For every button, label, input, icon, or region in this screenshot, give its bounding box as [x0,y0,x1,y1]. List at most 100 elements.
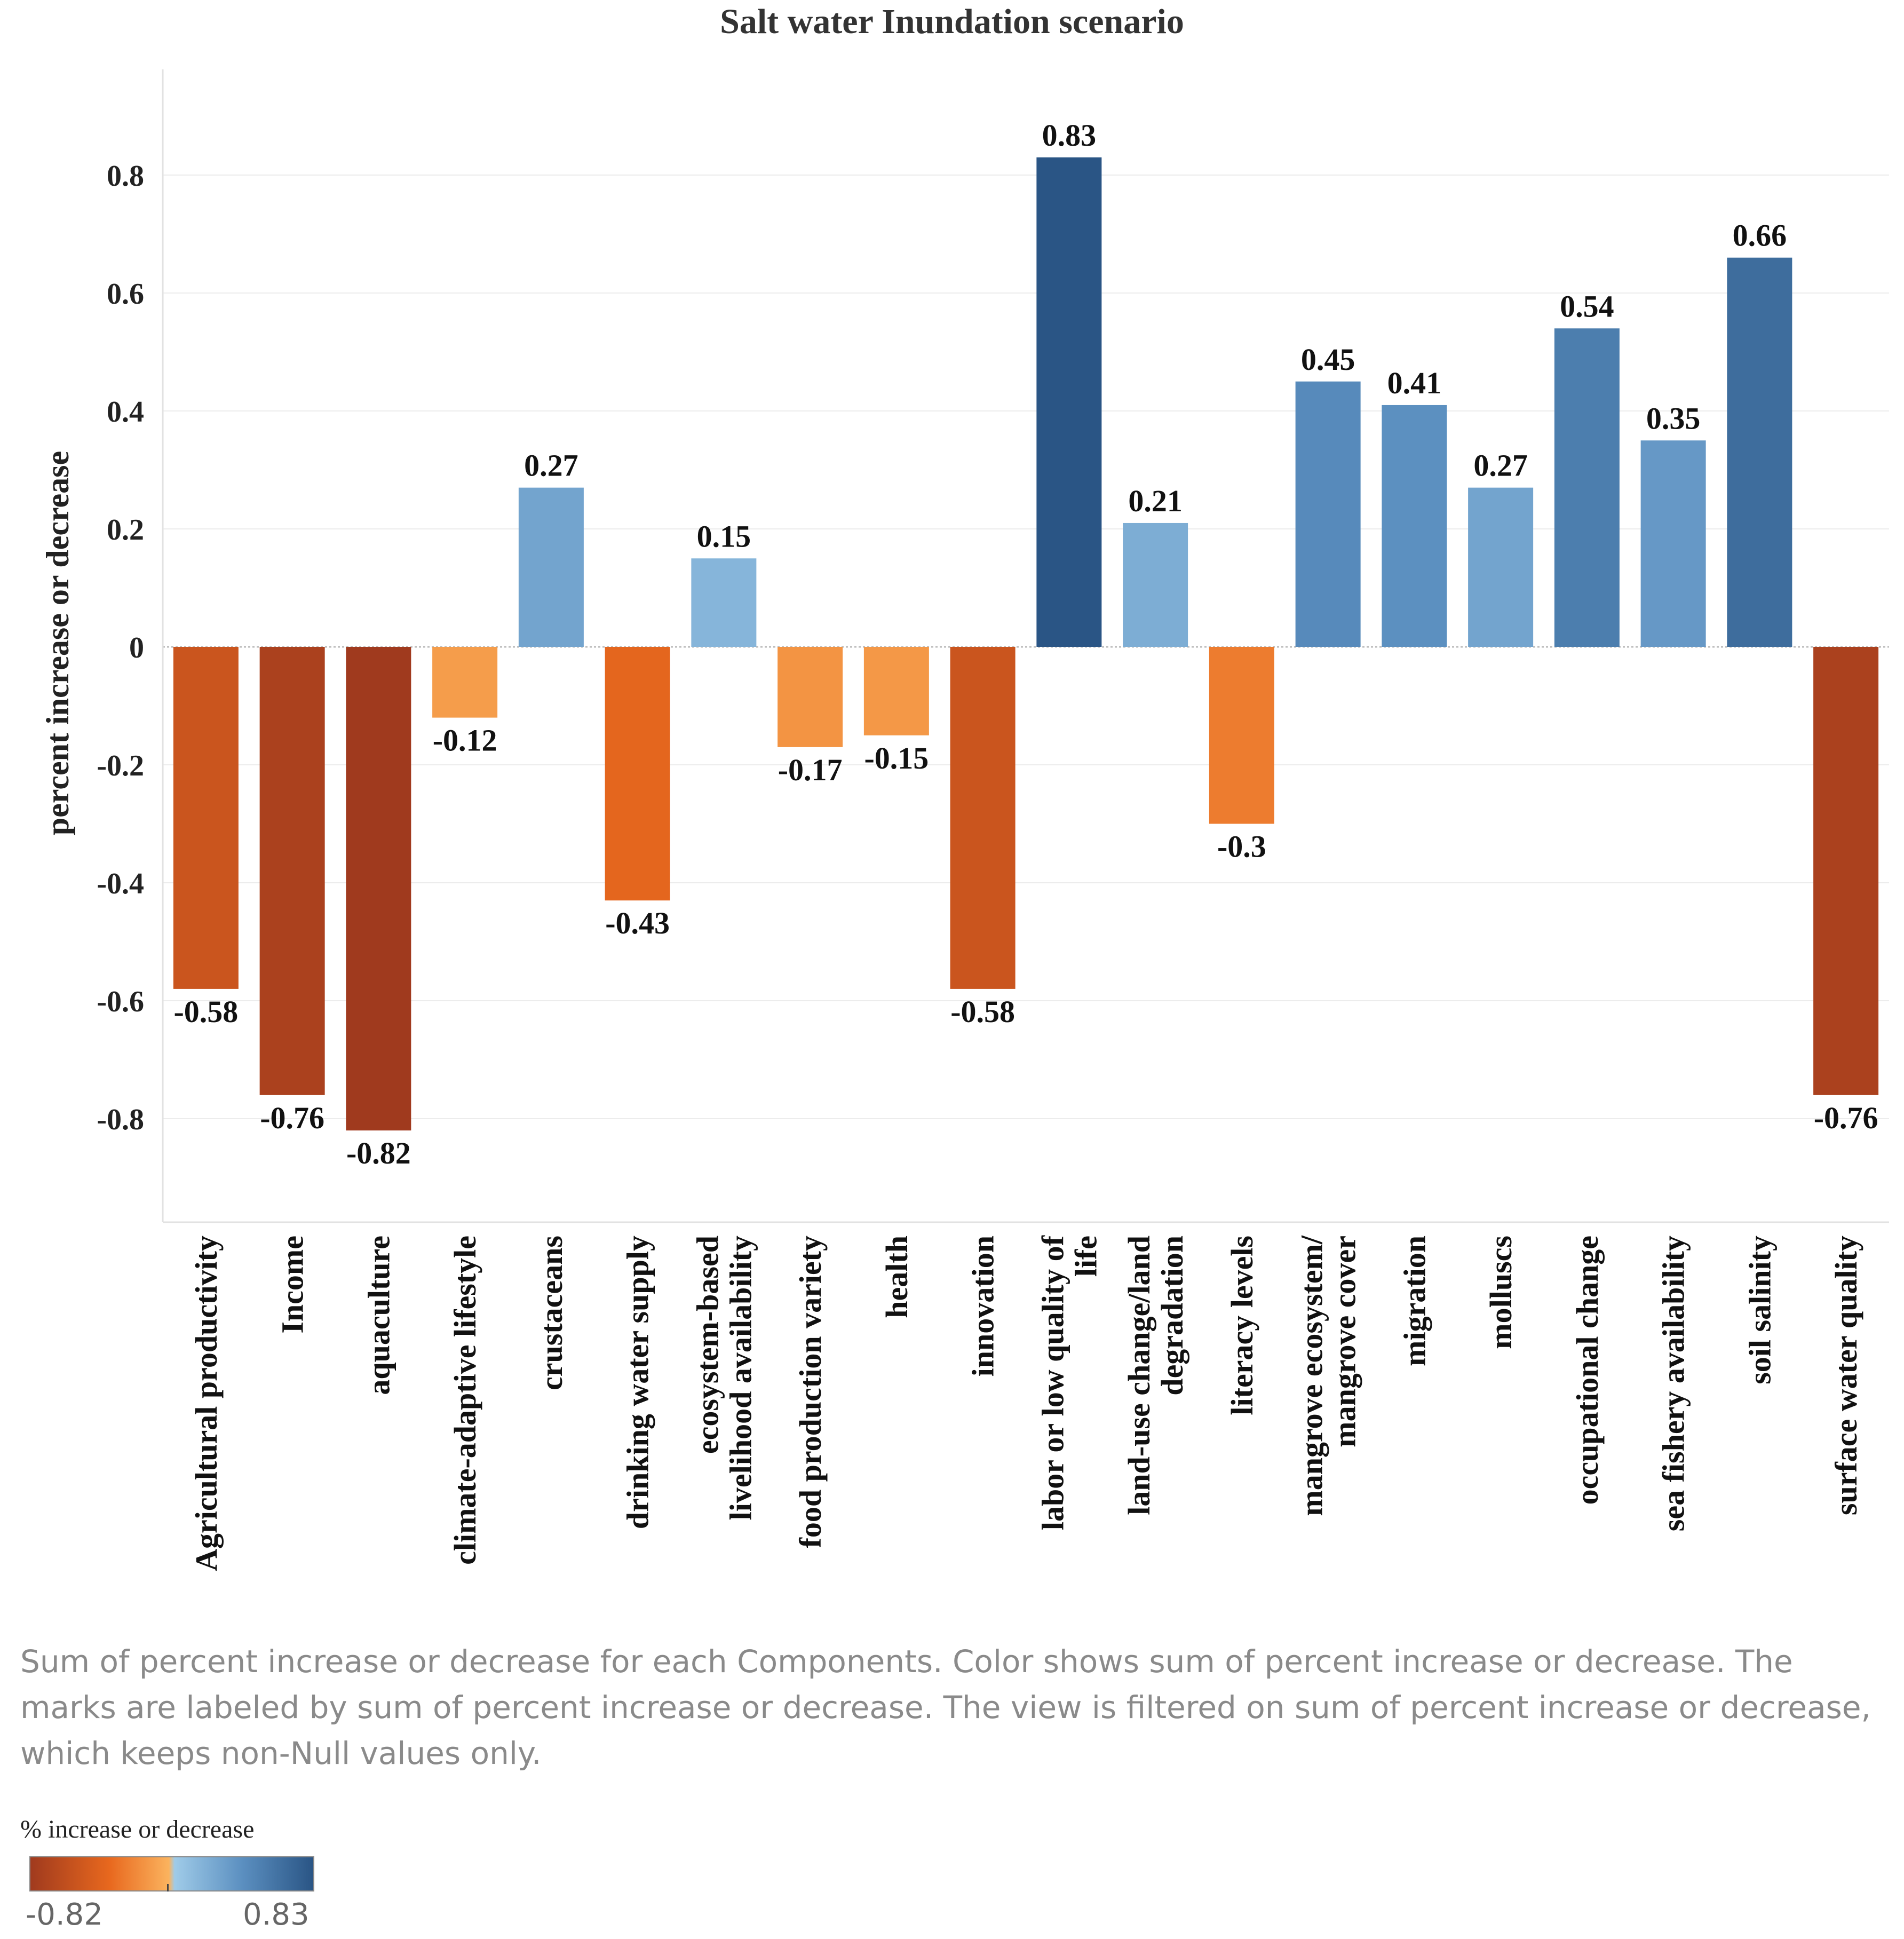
data-label: -0.43 [605,906,670,940]
data-label: -0.15 [864,741,929,775]
bar [1382,405,1447,647]
data-label: -0.17 [778,753,843,787]
legend-title: % increase or decrease [20,1815,255,1843]
legend-max-label: 0.83 [243,1897,310,1932]
category-label: occupational change [1570,1236,1605,1505]
bars [173,157,1879,1131]
data-label: -0.76 [1814,1101,1878,1135]
bar [518,487,584,647]
category-label: sea fishery availability [1656,1236,1691,1531]
category-label-line: migration [1397,1236,1432,1366]
bar [1209,647,1274,824]
data-label: 0.35 [1646,401,1701,436]
y-tick-label: -0.4 [97,867,144,900]
category-label: health [879,1236,914,1318]
y-tick-label: -0.2 [97,749,144,782]
category-label: literacy levels [1225,1236,1259,1415]
category-label-line: life [1068,1236,1103,1277]
category-label: food production variety [793,1236,828,1548]
data-labels: -0.58 -0.76 -0.82 -0.12 0.27 -0.43 0.15 -0.17 -0… [173,118,1878,1170]
bar [691,558,757,647]
category-label: molluscs [1483,1236,1518,1349]
category-label-line: land-use change/land [1122,1236,1156,1515]
category-label-line: Agricultural productivity [189,1236,224,1571]
bar [1813,647,1879,1095]
bar [1295,381,1361,647]
y-tick-label: -0.8 [97,1103,144,1136]
data-label: 0.41 [1387,366,1442,400]
chart-caption: Sum of percent increase or decrease for … [20,1643,1871,1771]
category-label-line: labor or low quality of [1035,1235,1070,1530]
bar [1123,523,1188,647]
category-label-line: crustaceans [534,1236,569,1390]
category-label-line: climate-adaptive lifestyle [448,1236,482,1565]
bar [950,647,1016,989]
category-label: mangrove ecosystem/mangrove cover [1295,1235,1362,1516]
bar [1468,487,1534,647]
category-label-line: molluscs [1483,1236,1518,1349]
category-label-line: innovation [966,1236,1001,1376]
gridlines [163,175,1889,1119]
category-labels: Agricultural productivity Income aquacultu… [189,1235,1863,1571]
bar [605,647,670,901]
y-tick-label: -0.6 [97,985,144,1018]
category-label-line: mangrove ecosystem/ [1295,1235,1329,1516]
y-tick-label: 0.8 [107,160,144,193]
data-label: -0.58 [950,994,1015,1029]
y-tick-label: 0 [129,631,144,664]
category-label-line: aquaculture [361,1236,396,1395]
category-label: soil salinity [1742,1236,1777,1384]
bar [259,647,325,1095]
bar [1554,328,1620,647]
data-label: 0.27 [524,448,578,483]
category-label: climate-adaptive lifestyle [448,1236,482,1565]
color-legend-gradient [29,1856,314,1891]
category-label-line: occupational change [1570,1236,1605,1505]
y-tick-label: 0.4 [107,395,144,429]
bar [1727,257,1792,647]
category-label: Income [275,1236,310,1334]
category-label-line: food production variety [793,1236,828,1548]
bar [173,647,239,989]
category-label-line: Income [275,1236,310,1334]
category-label-line: literacy levels [1225,1236,1259,1415]
category-label-line: soil salinity [1742,1236,1777,1384]
bar [863,647,929,735]
y-tick-label: 0.2 [107,513,144,547]
chart-title: Salt water Inundation scenario [720,2,1184,41]
category-label-line: sea fishery availability [1656,1236,1691,1531]
bar [1036,157,1102,647]
bar [432,647,498,718]
data-label: -0.82 [346,1136,411,1170]
category-label-line: ecosystem-based [690,1236,725,1454]
category-label-line: surface water quality [1829,1236,1863,1515]
data-label: 0.21 [1128,484,1183,518]
data-label: 0.54 [1560,289,1614,323]
legend-min-label: -0.82 [26,1897,103,1932]
category-label-line: livelihood availability [723,1236,758,1520]
bar [778,647,843,747]
category-label-line: degradation [1155,1236,1189,1396]
category-label: drinking water supply [621,1236,655,1529]
data-label: 0.66 [1733,218,1787,253]
data-label: 0.27 [1473,448,1528,483]
y-axis-label: percent increase or decrease [40,451,75,835]
data-label: 0.15 [697,519,751,553]
data-label: -0.3 [1217,829,1266,864]
category-label-line: drinking water supply [621,1236,655,1529]
category-label: surface water quality [1829,1236,1863,1515]
data-label: -0.76 [260,1101,324,1135]
data-label: -0.58 [173,994,238,1029]
bar [346,647,411,1131]
bar [1640,440,1706,647]
category-label-line: mangrove cover [1328,1236,1362,1447]
category-label-line: health [879,1236,914,1318]
category-label: aquaculture [361,1236,396,1395]
category-label: crustaceans [534,1236,569,1390]
axes: 0.8 0.6 0.4 0.2 0 -0.2 -0.4 -0.6 -0.8 [97,69,1889,1223]
category-label: migration [1397,1236,1432,1366]
legend-zero-tick [167,1884,169,1891]
